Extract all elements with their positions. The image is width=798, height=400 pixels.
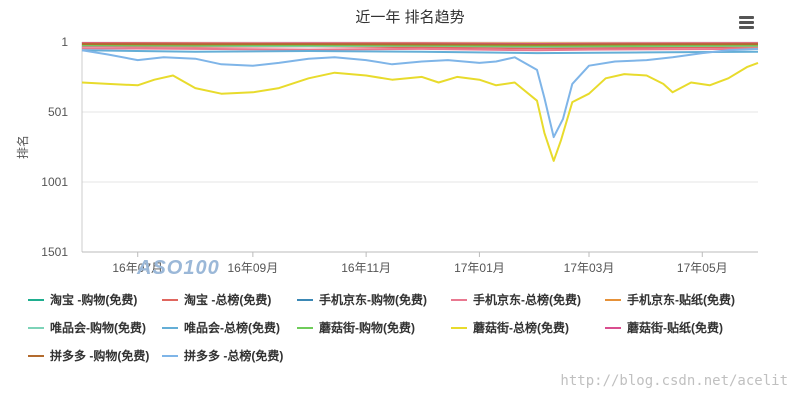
legend-label: 手机京东-总榜(免费) (473, 292, 581, 307)
series-line-8[interactable] (81, 61, 759, 162)
legend-label: 拼多多 -购物(免费) (50, 348, 149, 363)
legend-label: 唯品会-购物(免费) (50, 320, 146, 335)
x-tick-label: 17年01月 (454, 261, 505, 275)
series-line-7[interactable] (81, 43, 759, 48)
y-axis-label: 排名 (15, 135, 30, 159)
legend-item[interactable]: 蘑菇街-总榜(免费) (451, 320, 569, 335)
legend-item[interactable]: 手机京东-购物(免费) (297, 292, 427, 307)
legend-item[interactable]: 淘宝 -购物(免费) (28, 292, 137, 307)
y-tick-label: 1 (61, 35, 68, 49)
grid-lines (82, 41, 758, 253)
x-tick-label: 17年05月 (677, 261, 728, 275)
watermark-url: http://blog.csdn.net/acelit (560, 373, 788, 389)
legend-item[interactable]: 拼多多 -总榜(免费) (162, 348, 283, 363)
legend-label: 蘑菇街-购物(免费) (319, 320, 415, 335)
x-tick-label: 16年09月 (228, 261, 279, 275)
legend-label: 手机京东-购物(免费) (319, 292, 427, 307)
legend-item[interactable]: 蘑菇街-购物(免费) (297, 320, 415, 335)
legend-item[interactable]: 手机京东-贴纸(免费) (605, 292, 735, 307)
x-tick-label: 17年03月 (564, 261, 615, 275)
legend-item[interactable]: 唯品会-总榜(免费) (162, 320, 280, 335)
legend-item[interactable]: 拼多多 -购物(免费) (28, 348, 149, 363)
legend-item[interactable]: 蘑菇街-贴纸(免费) (605, 320, 723, 335)
series-line-3[interactable] (81, 47, 759, 52)
legend-item[interactable]: 手机京东-总榜(免费) (451, 292, 581, 307)
series-lines (81, 42, 759, 162)
series-line-6[interactable] (81, 49, 759, 55)
legend-label: 淘宝 -购物(免费) (50, 292, 137, 307)
legend-item[interactable]: 唯品会-购物(免费) (28, 320, 146, 335)
x-tick-label: 16年11月 (341, 261, 391, 275)
series-line-10[interactable] (81, 43, 759, 46)
legend-label: 淘宝 -总榜(免费) (184, 292, 271, 307)
legend-item[interactable]: 淘宝 -总榜(免费) (162, 292, 271, 307)
legend-label: 蘑菇街-总榜(免费) (473, 320, 569, 335)
hamburger-menu-icon (739, 16, 754, 19)
chart-title: 近一年 排名趋势 (355, 9, 464, 26)
x-tick-label: 16年07月 (112, 261, 163, 275)
legend-label: 拼多多 -总榜(免费) (184, 348, 283, 363)
legend: 淘宝 -购物(免费) 淘宝 -总榜(免费) 手机京东-购物(免费) 手机京东-总榜(免… (28, 292, 735, 363)
y-tick-label: 1001 (41, 175, 68, 189)
legend-label: 手机京东-贴纸(免费) (627, 292, 735, 307)
y-tick-label: 501 (48, 105, 68, 119)
y-tick-label: 1501 (41, 245, 68, 259)
series-line-11[interactable] (81, 47, 759, 139)
x-axis: 16年07月 16年09月 16年11月 17年01月 17年03月 17年05月 (82, 251, 758, 275)
watermark-logo: ASO100 (136, 257, 220, 279)
menu-button[interactable] (736, 14, 756, 32)
legend-label: 唯品会-总榜(免费) (184, 320, 280, 335)
legend-label: 蘑菇街-贴纸(免费) (627, 320, 723, 335)
